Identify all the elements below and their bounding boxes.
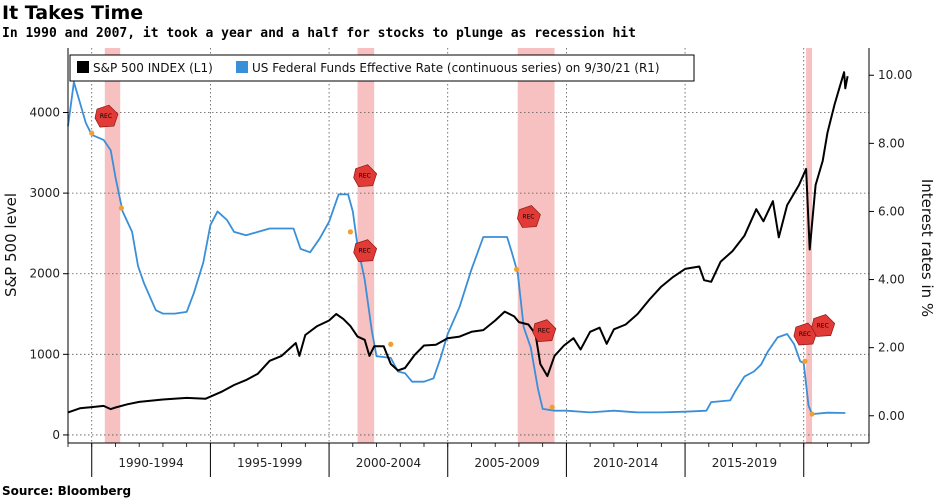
axes: 0 1000 2000 3000 4000 0.00 2.00 4.00 6.00 8.00 10.… [29,48,912,477]
series-line-sp500 [67,71,849,414]
x-tick-label: 1995-1999 [237,456,302,470]
y-tick-label-right: 8.00 [878,136,905,150]
y-tick-label-right: 4.00 [878,273,905,287]
highlight-point-6 [549,404,555,410]
y-axis-label-left: S&P 500 level [2,193,20,297]
rec-marker-shape [353,239,378,262]
rec-marker-shape [532,319,557,342]
rec-marker-3: REC [353,239,378,262]
rec-marker-label: REC [359,248,371,255]
x-tick-label: 2000-2004 [356,456,421,470]
highlight-point-3 [347,229,354,235]
rec-marker-label: REC [538,328,550,335]
rec-marker-label: REC [100,113,112,120]
series-line-fedfunds [67,81,846,415]
rec-marker-7: REC [811,314,836,337]
rec-marker-label: REC [817,323,829,330]
highlight-point-5 [513,266,520,272]
rec-marker-shape [94,104,119,128]
recession-bands [104,48,813,443]
rec-marker-label: REC [359,173,371,180]
y-tick-label-left: 2000 [29,267,60,281]
y-tick-label-right: 2.00 [878,341,905,355]
rec-marker-2: REC [353,164,378,188]
highlight-point-2 [118,205,124,211]
series-lines [67,71,849,415]
chart-subtitle: In 1990 and 2007, it took a year and a h… [2,26,636,41]
rec-marker-4: REC [517,205,541,228]
highlight-point-8 [809,411,815,417]
rec-marker-6: REC [793,322,818,346]
legend-swatch-sp500 [77,61,89,73]
legend: S&P 500 INDEX (L1) US Federal Funds Effe… [69,54,695,82]
recession-band-3 [517,48,555,443]
y-tick-label-right: 10.00 [878,68,912,82]
rec-marker-5: REC [532,319,557,342]
x-tick-label: 2010-2014 [593,456,658,470]
highlight-point-4 [388,341,394,347]
y-tick-label-left: 3000 [29,186,60,200]
y-tick-label-right: 0.00 [878,409,905,423]
x-tick-label: 2005-2009 [474,456,539,470]
highlight-point-7 [802,358,808,364]
highlight-point-1 [89,130,95,136]
rec-marker-shape [517,205,541,228]
source-note: Source: Bloomberg [2,484,132,498]
grid-lines [68,48,869,443]
chart-title: It Takes Time [2,2,144,24]
rec-marker-shape [811,314,836,337]
y-tick-label-left: 4000 [29,105,60,119]
rec-marker-shape [793,322,818,346]
rec-marker-shape [353,164,378,188]
y-tick-label-left: 1000 [29,347,60,361]
x-tick-label: 2015-2019 [712,456,777,470]
rec-marker-label: REC [522,214,534,221]
rec-marker-label: REC [799,331,811,338]
rec-marker-1: REC [94,104,119,128]
legend-box [69,54,695,82]
x-tick-label: 1990-1994 [118,456,183,470]
recession-markers: REC REC REC REC REC REC REC [94,104,836,346]
y-tick-label-right: 6.00 [878,204,905,218]
legend-swatch-fedfunds [236,61,248,73]
legend-label-fedfunds: US Federal Funds Effective Rate (continu… [252,61,660,75]
highlight-points [89,130,815,417]
y-axis-label-right: Interest rates in % [918,179,936,317]
y-tick-label-left: 0 [52,428,60,442]
legend-label-sp500: S&P 500 INDEX (L1) [93,61,213,75]
